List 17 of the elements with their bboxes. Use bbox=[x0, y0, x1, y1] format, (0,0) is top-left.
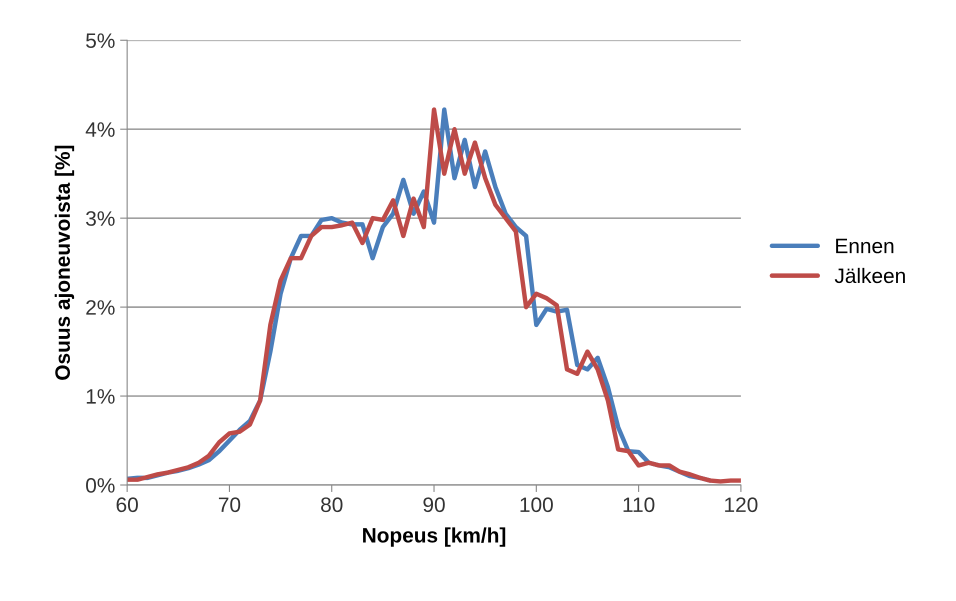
y-tick-label: 0% bbox=[86, 478, 115, 493]
x-tick-label: 70 bbox=[218, 497, 240, 512]
x-tick-label: 60 bbox=[116, 497, 138, 512]
y-tick-label: 5% bbox=[86, 33, 115, 48]
legend-label: Ennen bbox=[836, 238, 894, 254]
y-tick-label: 4% bbox=[86, 122, 115, 137]
y-tick-label: 3% bbox=[86, 211, 115, 226]
y-axis-title: Osuus ajoneuvoista [%] bbox=[54, 146, 74, 380]
x-tick-label: 120 bbox=[725, 497, 758, 512]
legend-label: Jälkeen bbox=[834, 268, 905, 284]
x-tick-label: 90 bbox=[423, 497, 445, 512]
y-tick-label: 2% bbox=[86, 300, 115, 315]
x-tick-label: 80 bbox=[321, 497, 343, 512]
x-tick-label: 110 bbox=[624, 497, 654, 512]
y-tick-label: 1% bbox=[86, 389, 115, 404]
x-tick-label: 100 bbox=[520, 497, 553, 512]
x-axis-title: Nopeus [km/h] bbox=[363, 527, 506, 547]
